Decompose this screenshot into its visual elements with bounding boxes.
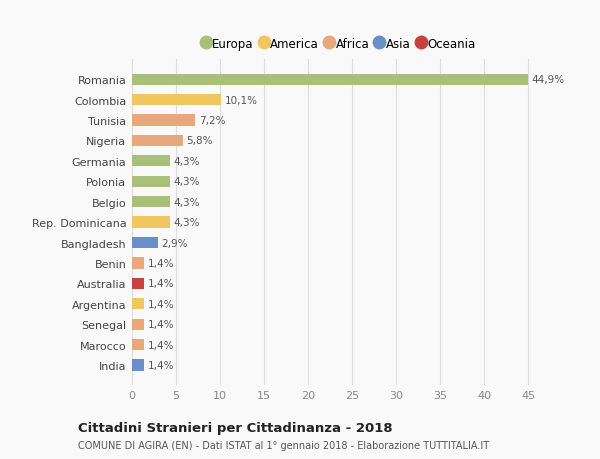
Bar	[132, 115, 196, 126]
Text: 1,4%: 1,4%	[148, 279, 175, 289]
Bar	[132, 156, 170, 167]
Bar	[132, 359, 145, 371]
Bar	[132, 237, 158, 249]
Bar	[132, 217, 170, 228]
Bar	[132, 258, 145, 269]
Text: 44,9%: 44,9%	[531, 75, 564, 85]
Text: COMUNE DI AGIRA (EN) - Dati ISTAT al 1° gennaio 2018 - Elaborazione TUTTITALIA.I: COMUNE DI AGIRA (EN) - Dati ISTAT al 1° …	[78, 440, 489, 450]
Text: 1,4%: 1,4%	[148, 299, 175, 309]
Bar	[132, 298, 145, 310]
Bar	[132, 95, 221, 106]
Text: 10,1%: 10,1%	[224, 95, 257, 106]
Bar	[132, 339, 145, 350]
Text: 5,8%: 5,8%	[187, 136, 213, 146]
Text: 1,4%: 1,4%	[148, 319, 175, 330]
Text: 4,3%: 4,3%	[173, 197, 200, 207]
Bar	[132, 278, 145, 289]
Bar	[132, 135, 183, 147]
Text: 1,4%: 1,4%	[148, 360, 175, 370]
Text: 4,3%: 4,3%	[173, 157, 200, 167]
Text: 2,9%: 2,9%	[161, 238, 188, 248]
Bar	[132, 74, 527, 86]
Text: 1,4%: 1,4%	[148, 258, 175, 269]
Text: 4,3%: 4,3%	[173, 177, 200, 187]
Bar	[132, 196, 170, 208]
Text: Cittadini Stranieri per Cittadinanza - 2018: Cittadini Stranieri per Cittadinanza - 2…	[78, 421, 392, 434]
Bar	[132, 176, 170, 187]
Text: 4,3%: 4,3%	[173, 218, 200, 228]
Text: 7,2%: 7,2%	[199, 116, 226, 126]
Legend: Europa, America, Africa, Asia, Oceania: Europa, America, Africa, Asia, Oceania	[198, 33, 480, 56]
Bar	[132, 319, 145, 330]
Text: 1,4%: 1,4%	[148, 340, 175, 350]
